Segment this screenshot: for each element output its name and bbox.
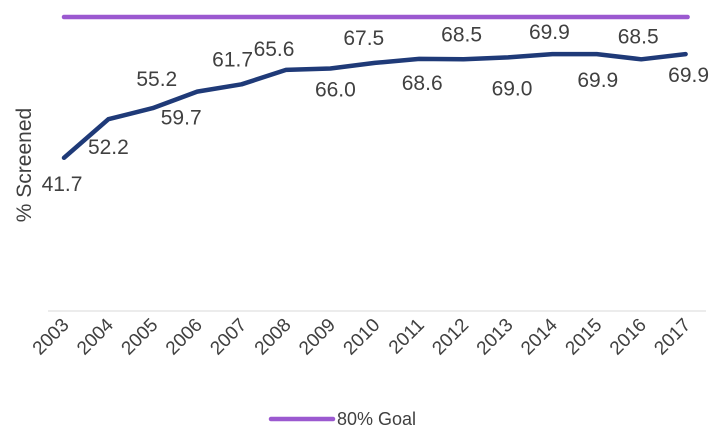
x-tick-label: 2014 <box>517 314 562 359</box>
x-tick-label: 2005 <box>118 315 163 360</box>
data-label: 68.5 <box>618 25 659 48</box>
data-label: 61.7 <box>212 48 253 71</box>
x-tick-label: 2008 <box>251 315 296 360</box>
x-tick-label: 2004 <box>73 314 118 359</box>
x-tick-label: 2009 <box>295 315 340 360</box>
legend-label-goal: 80% Goal <box>337 409 416 429</box>
data-label: 67.5 <box>343 27 384 50</box>
x-tick-label: 2007 <box>206 315 251 360</box>
data-label: 59.7 <box>161 107 202 130</box>
data-label: 69.0 <box>492 77 533 100</box>
x-tick-label: 2013 <box>473 315 518 360</box>
x-tick-label: 2011 <box>385 315 429 359</box>
data-label: 68.5 <box>441 23 482 46</box>
series-line-screened <box>61 51 688 161</box>
data-label: 66.0 <box>315 78 356 101</box>
data-label: 69.9 <box>529 21 570 44</box>
data-label: 68.6 <box>402 72 443 95</box>
data-label: 55.2 <box>136 68 177 91</box>
data-label: 41.7 <box>42 173 83 196</box>
x-tick-label: 2006 <box>162 315 207 360</box>
x-tick-label: 2012 <box>428 315 473 360</box>
x-tick-label: 2003 <box>29 315 74 360</box>
x-tick-label: 2016 <box>606 315 651 360</box>
y-axis-label: % Screened <box>13 108 36 222</box>
x-tick-label: 2015 <box>562 315 607 360</box>
x-tick-label: 2010 <box>340 315 385 360</box>
data-label: 69.9 <box>577 69 618 92</box>
data-label: 52.2 <box>88 136 129 159</box>
data-label: 65.6 <box>254 38 295 61</box>
data-label: 69.9 <box>668 64 709 87</box>
x-tick-label: 2017 <box>650 315 695 360</box>
